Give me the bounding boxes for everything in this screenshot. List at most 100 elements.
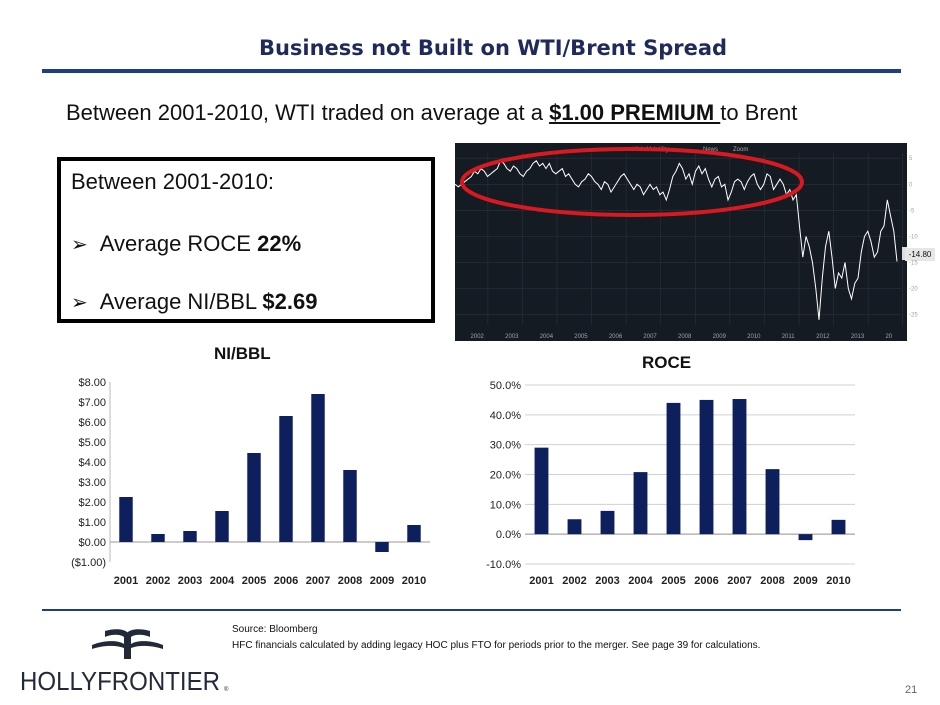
bar	[798, 534, 813, 541]
y-tick-label: 40.0%	[490, 410, 521, 422]
x-tick-label: 2006	[274, 575, 298, 587]
spread-chart-background	[455, 143, 907, 341]
bar	[151, 534, 165, 542]
x-tick-label: 2009	[793, 575, 817, 587]
kpi-roce-label: Average ROCE	[99, 231, 258, 256]
y-tick-label: $2.00	[78, 497, 106, 509]
bar	[732, 399, 747, 535]
spread-legend-item: News	[703, 147, 718, 153]
y-tick-label: $6.00	[78, 417, 106, 429]
spread-grid	[455, 153, 904, 325]
bar	[666, 402, 681, 535]
kpi-nibbl-value: $2.69	[262, 289, 318, 314]
logo-mark-icon	[92, 629, 163, 659]
last-value-marker	[902, 247, 907, 260]
spread-x-tick-label: 20	[885, 334, 892, 340]
bar	[311, 394, 325, 542]
kpi-item-roce: ➢ Average ROCE 22%	[71, 231, 301, 257]
spread-y-tick-label: -15	[909, 260, 918, 266]
subtitle-prefix: Between 2001-2010, WTI traded on average…	[66, 100, 550, 125]
y-tick-label: 50.0%	[490, 380, 521, 392]
spread-x-tick-label: 2007	[643, 334, 657, 340]
spread-x-tick-label: 2012	[816, 334, 830, 340]
y-tick-label: $8.00	[78, 377, 106, 389]
spread-y-tick-label: 5	[909, 156, 913, 162]
wti-brent-spread-chart: 2002 2003 2004 2005 2006 2007 2008 2009 2010 2011…	[455, 143, 907, 341]
x-tick-label: 2005	[661, 575, 685, 587]
bar	[633, 472, 648, 535]
bar	[375, 542, 389, 552]
y-tick-label: $5.00	[78, 437, 106, 449]
bar	[215, 511, 229, 542]
kpi-item-nibbl: ➢ Average NI/BBL $2.69	[71, 289, 317, 315]
y-tick-label: $4.00	[78, 457, 106, 469]
x-tick-label: 2007	[727, 575, 751, 587]
spread-y-tick-label: -25	[909, 313, 918, 319]
y-tick-label: $7.00	[78, 397, 106, 409]
spread-x-tick-label: 2006	[609, 334, 623, 340]
subtitle-suffix: to Brent	[720, 100, 798, 125]
subtitle: Between 2001-2010, WTI traded on average…	[66, 100, 797, 126]
spread-x-tick-label: 2008	[678, 334, 692, 340]
bar	[247, 453, 261, 542]
spread-x-tick-label: 2004	[540, 334, 554, 340]
kpi-nibbl-label: Average NI/BBL	[99, 289, 263, 314]
spread-x-tick-label: 2010	[747, 334, 761, 340]
slide-title: Business not Built on WTI/Brent Spread	[258, 36, 728, 60]
spread-y-tick-label: -20	[909, 287, 918, 293]
spread-x-tick-label: 2002	[471, 334, 485, 340]
bar	[600, 510, 615, 535]
roce-bar-chart: 50.0% 40.0% 30.0% 20.0% 10.0% 0.0% -10.0% 2001…	[486, 380, 855, 587]
spread-series-line	[455, 159, 898, 320]
y-tick-label: $0.00	[78, 537, 106, 549]
bar	[567, 519, 582, 535]
kpi-box: Between 2001-2010: ➢ Average ROCE 22% ➢ Av…	[57, 157, 435, 323]
x-tick-label: 2007	[306, 575, 330, 587]
hollyfrontier-logo: HOLLYFRONTIER ®	[20, 629, 229, 695]
y-tick-label: 30.0%	[490, 440, 521, 452]
x-tick-label: 2001	[529, 575, 553, 587]
y-tick-label: 20.0%	[490, 470, 521, 482]
registered-mark-icon: ®	[224, 686, 229, 693]
spread-legend-item: Zoom	[733, 147, 748, 153]
last-value-label: -14.80	[905, 248, 935, 261]
spread-x-tick-label: 2009	[713, 334, 727, 340]
arrow-bullet-icon: ➢	[71, 292, 88, 314]
roce-chart-title: ROCE	[642, 353, 692, 372]
x-tick-label: 2005	[242, 575, 266, 587]
y-tick-label: -10.0%	[486, 559, 521, 571]
x-tick-label: 2003	[595, 575, 619, 587]
x-tick-label: 2002	[146, 575, 170, 587]
spread-y-tick-label: 0	[909, 182, 913, 188]
y-tick-label: $1.00	[78, 517, 106, 529]
kpi-roce-value: 22%	[257, 231, 302, 256]
kpi-heading: Between 2001-2010:	[71, 169, 275, 194]
bar	[119, 497, 133, 542]
x-tick-label: 2006	[694, 575, 718, 587]
bar	[534, 447, 549, 535]
bar	[343, 470, 357, 542]
x-tick-label: 2002	[562, 575, 586, 587]
spread-y-tick-label: -5	[909, 208, 915, 214]
bar	[183, 531, 197, 542]
highlight-ellipse	[460, 147, 804, 217]
y-tick-label: 0.0%	[496, 529, 521, 541]
x-tick-label: 2004	[210, 575, 235, 587]
spread-y-tick-label: -10	[909, 234, 918, 240]
y-tick-label: ($1.00)	[71, 557, 106, 569]
spread-y-axis-labels: 5 0 -5 -10 -15 -20 -25	[909, 156, 918, 319]
nibbl-chart-title: NI/BBL	[214, 344, 271, 363]
arrow-bullet-icon: ➢	[71, 234, 88, 256]
methodology-note: HFC financials calculated by adding lega…	[232, 640, 761, 651]
x-tick-label: 2010	[826, 575, 850, 587]
y-tick-label: 10.0%	[490, 499, 521, 511]
footer-rule	[42, 609, 901, 611]
bar	[699, 399, 714, 535]
title-rule	[42, 69, 901, 73]
logo-wordmark: HOLLYFRONTIER	[20, 666, 220, 695]
page-number: 21	[905, 684, 918, 696]
nibbl-bar-chart: $8.00 $7.00 $6.00 $5.00 $4.00 $3.00 $2.00 $1.00…	[71, 377, 430, 587]
source-note: Source: Bloomberg	[232, 624, 318, 635]
bar	[765, 469, 780, 535]
x-tick-label: 2004	[628, 575, 653, 587]
